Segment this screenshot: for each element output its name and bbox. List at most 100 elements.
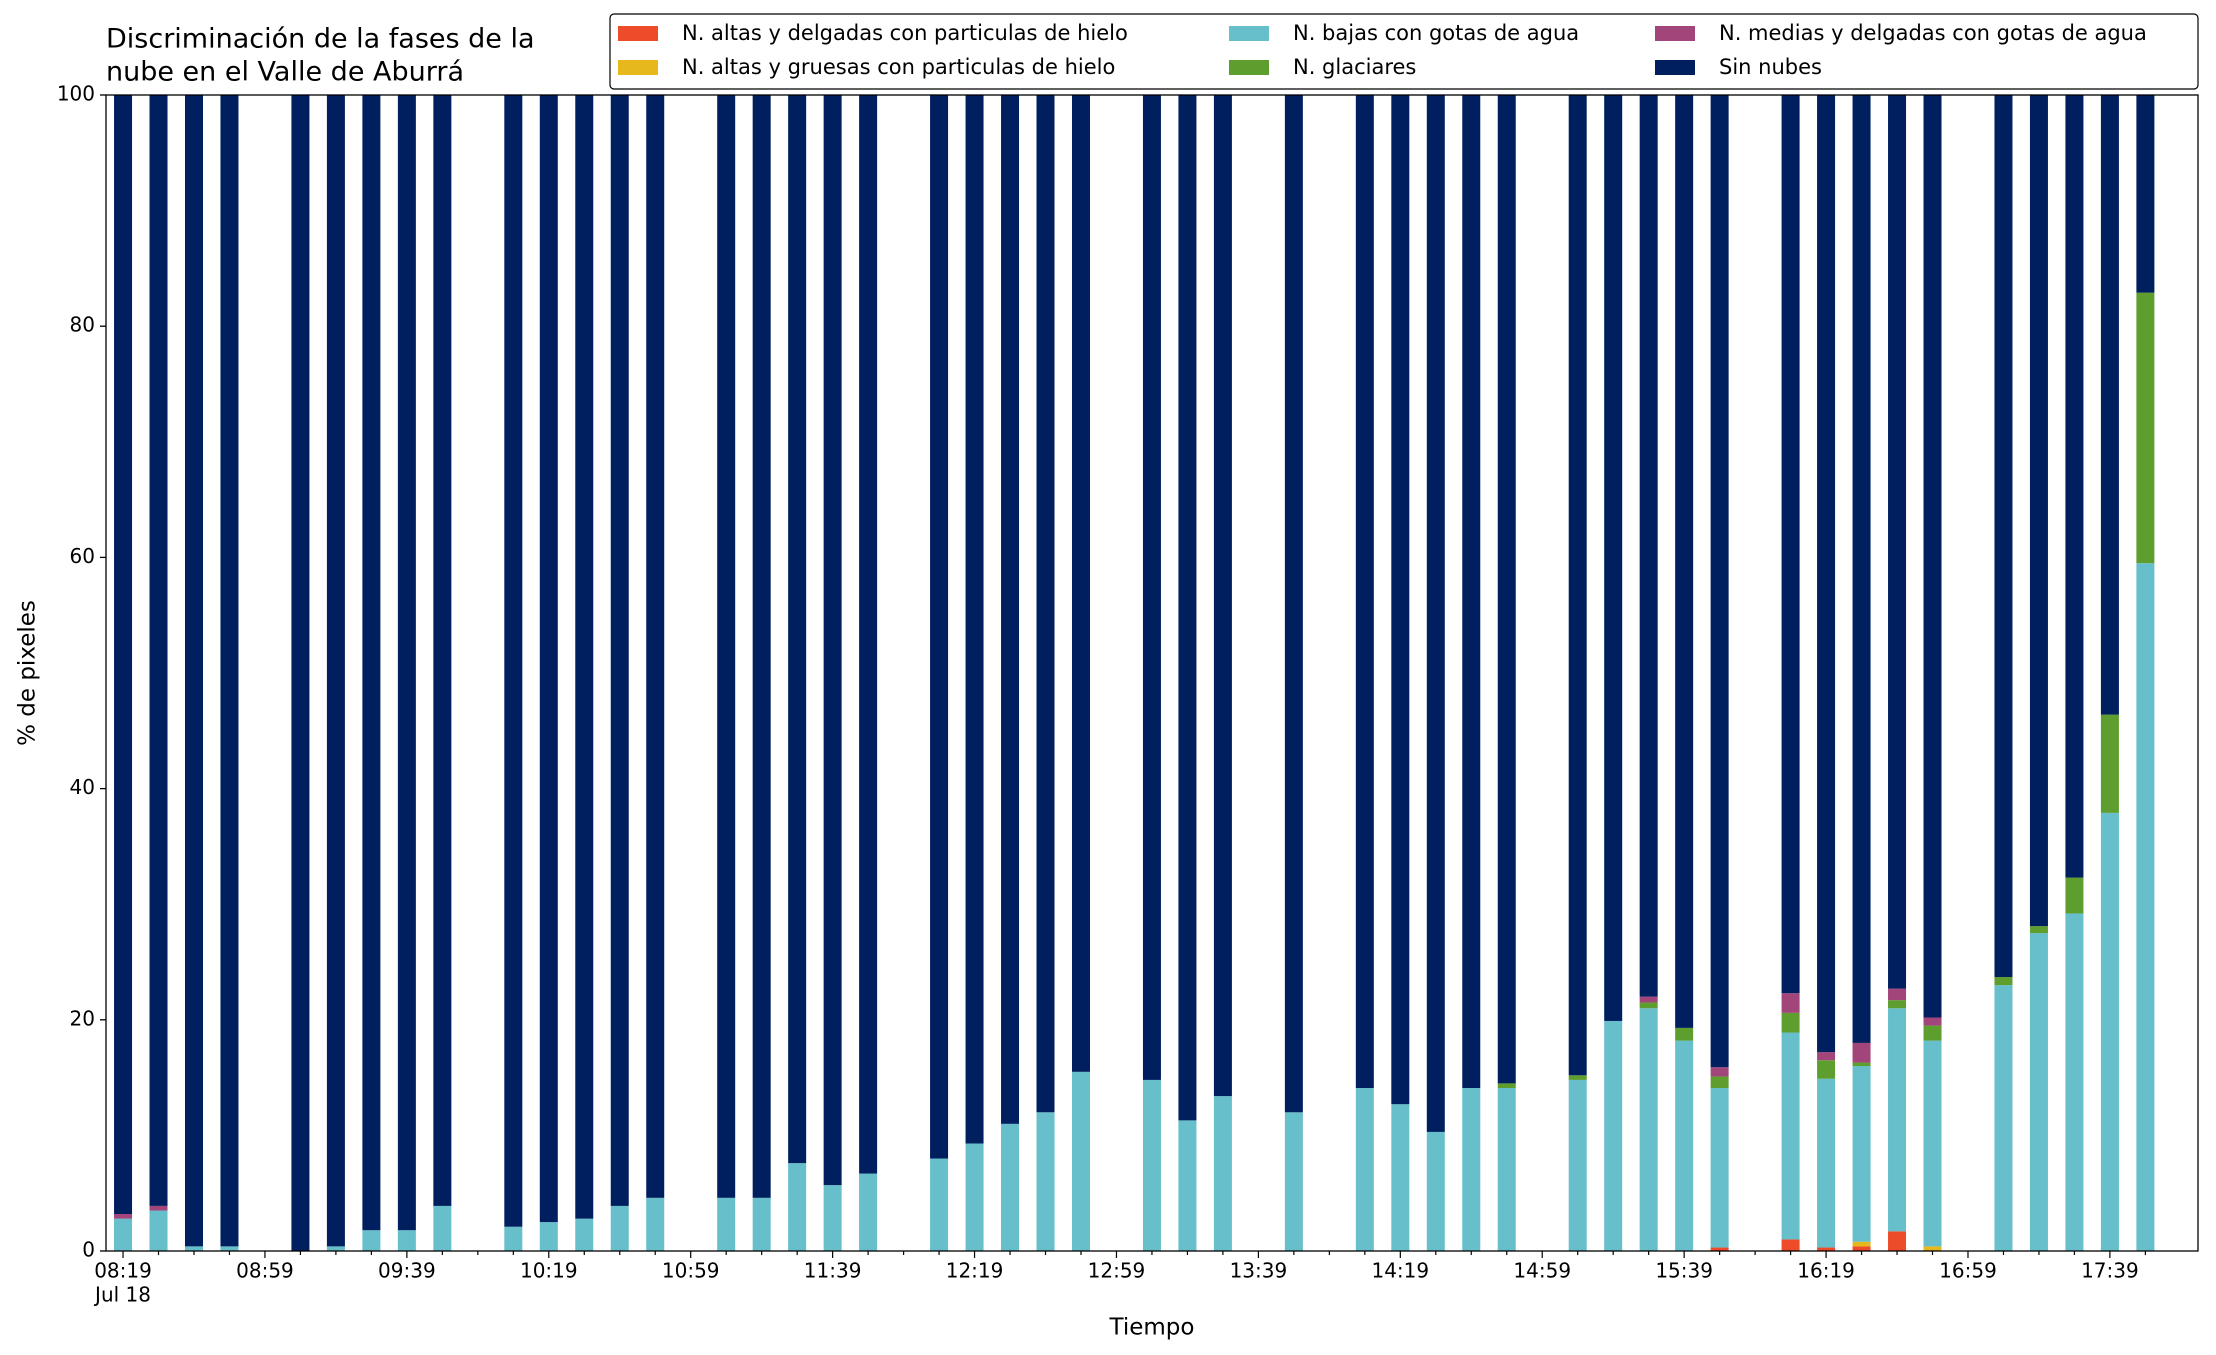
bar-segment	[1568, 1079, 1587, 1251]
bar-segment	[859, 1173, 878, 1251]
bar-segment	[291, 95, 310, 1251]
chart-title: Discriminación de la fases de la	[106, 24, 535, 55]
x-tick-label: 16:19	[1797, 1259, 1855, 1283]
bar-segment	[1355, 95, 1374, 1089]
y-axis-label: % de pixeles	[15, 600, 41, 746]
x-tick-label: 17:39	[2081, 1259, 2139, 1283]
bar-segment	[1462, 1088, 1481, 1251]
bar-segment	[149, 1210, 168, 1251]
bar-segment	[1994, 977, 2013, 986]
bar-segment	[610, 1205, 629, 1251]
bar-segment	[1639, 996, 1658, 1003]
bar-segment	[1923, 1017, 1942, 1026]
bar-segment	[1639, 1008, 1658, 1251]
bar-segment	[1001, 1123, 1020, 1251]
bar-segment	[184, 1246, 203, 1251]
bar-segment	[752, 95, 771, 1198]
bar-segment	[397, 1230, 416, 1251]
x-tick-label: 16:59	[1939, 1259, 1997, 1283]
bar-segment	[1639, 1002, 1658, 1009]
bar-segment	[149, 1205, 168, 1211]
bar-segment	[2100, 95, 2119, 715]
bar-segment	[823, 95, 842, 1186]
bar-segment	[1497, 1083, 1516, 1089]
bar-segment	[220, 95, 239, 1247]
bar-segment	[859, 95, 878, 1174]
bar-segment	[1142, 95, 1161, 1080]
x-tick-label: 12:19	[946, 1259, 1004, 1283]
x-axis-label: Tiempo	[1109, 1315, 1195, 1341]
bar-segment	[752, 1197, 771, 1251]
bar-segment	[2065, 95, 2084, 878]
bar-segment	[1852, 1062, 1871, 1067]
bar-segment	[1888, 1231, 1907, 1251]
bar-segment	[1391, 95, 1410, 1105]
bar-segment	[1994, 95, 2013, 978]
bar-segment	[114, 95, 133, 1215]
bar-segment	[717, 1197, 736, 1251]
bar-segment	[326, 95, 345, 1247]
bar-segment	[1462, 95, 1481, 1089]
y-tick-label: 0	[82, 1238, 95, 1262]
legend-label: N. altas y delgadas con particulas de hi…	[682, 21, 1128, 45]
bar-segment	[1852, 1241, 1871, 1247]
bar-segment	[1817, 1060, 1836, 1079]
bar-segment	[2136, 292, 2155, 564]
bar-segment	[1675, 1040, 1694, 1251]
bar-segment	[539, 1222, 558, 1251]
bar-segment	[1675, 1027, 1694, 1041]
bar-segment	[1142, 1079, 1161, 1251]
legend-swatch	[1655, 60, 1695, 75]
bar-segment	[220, 1246, 239, 1251]
bar-segment	[930, 95, 949, 1159]
bar-segment	[184, 95, 203, 1247]
legend-swatch	[1655, 26, 1695, 41]
bar-segment	[1923, 1246, 1942, 1251]
bar-segment	[1071, 1071, 1090, 1251]
bar-segment	[646, 1197, 665, 1251]
bar-segment	[788, 1163, 807, 1251]
bar-segment	[1781, 993, 1800, 1013]
bar-segment	[1710, 1076, 1729, 1089]
x-tick-label: 11:39	[804, 1259, 862, 1283]
bar-segment	[1888, 988, 1907, 1001]
y-tick-label: 40	[70, 775, 95, 799]
bar-segment	[1178, 95, 1197, 1121]
x-tick-label: 14:19	[1371, 1259, 1429, 1283]
bar-segment	[717, 95, 736, 1198]
bar-segment	[1923, 1040, 1942, 1247]
y-tick-label: 80	[70, 313, 95, 337]
x-date-label: Jul 18	[93, 1283, 151, 1307]
legend-label: Sin nubes	[1719, 55, 1822, 79]
x-tick-label: 10:59	[662, 1259, 720, 1283]
bar-segment	[2029, 933, 2048, 1251]
legend-swatch	[618, 26, 658, 41]
bar-segment	[1888, 1008, 1907, 1232]
bar-segment	[504, 1226, 523, 1251]
bar-segment	[1852, 1246, 1871, 1251]
legend-swatch	[618, 60, 658, 75]
bar-segment	[1817, 1247, 1836, 1251]
bar-segment	[1781, 95, 1800, 994]
bar-segment	[575, 1218, 594, 1251]
y-tick-label: 100	[57, 82, 95, 106]
legend-label: N. bajas con gotas de agua	[1293, 21, 1579, 45]
bar-segment	[1923, 1025, 1942, 1041]
bar-segment	[1710, 1247, 1729, 1251]
chart-title: nube en el Valle de Aburrá	[106, 57, 464, 88]
bar-segment	[1923, 95, 1942, 1018]
y-tick-label: 60	[70, 544, 95, 568]
bar-segment	[397, 95, 416, 1231]
bar-segment	[2100, 714, 2119, 813]
bar-segment	[2065, 877, 2084, 914]
bar-segment	[1071, 95, 1090, 1072]
bar-segment	[1888, 95, 1907, 989]
legend-label: N. medias y delgadas con gotas de agua	[1719, 21, 2147, 45]
bar-segment	[2029, 926, 2048, 934]
bar-segment	[1568, 1075, 1587, 1080]
bar-segment	[2065, 913, 2084, 1251]
bar-segment	[1568, 95, 1587, 1076]
bar-segment	[362, 1230, 381, 1251]
bar-segment	[433, 1205, 452, 1251]
